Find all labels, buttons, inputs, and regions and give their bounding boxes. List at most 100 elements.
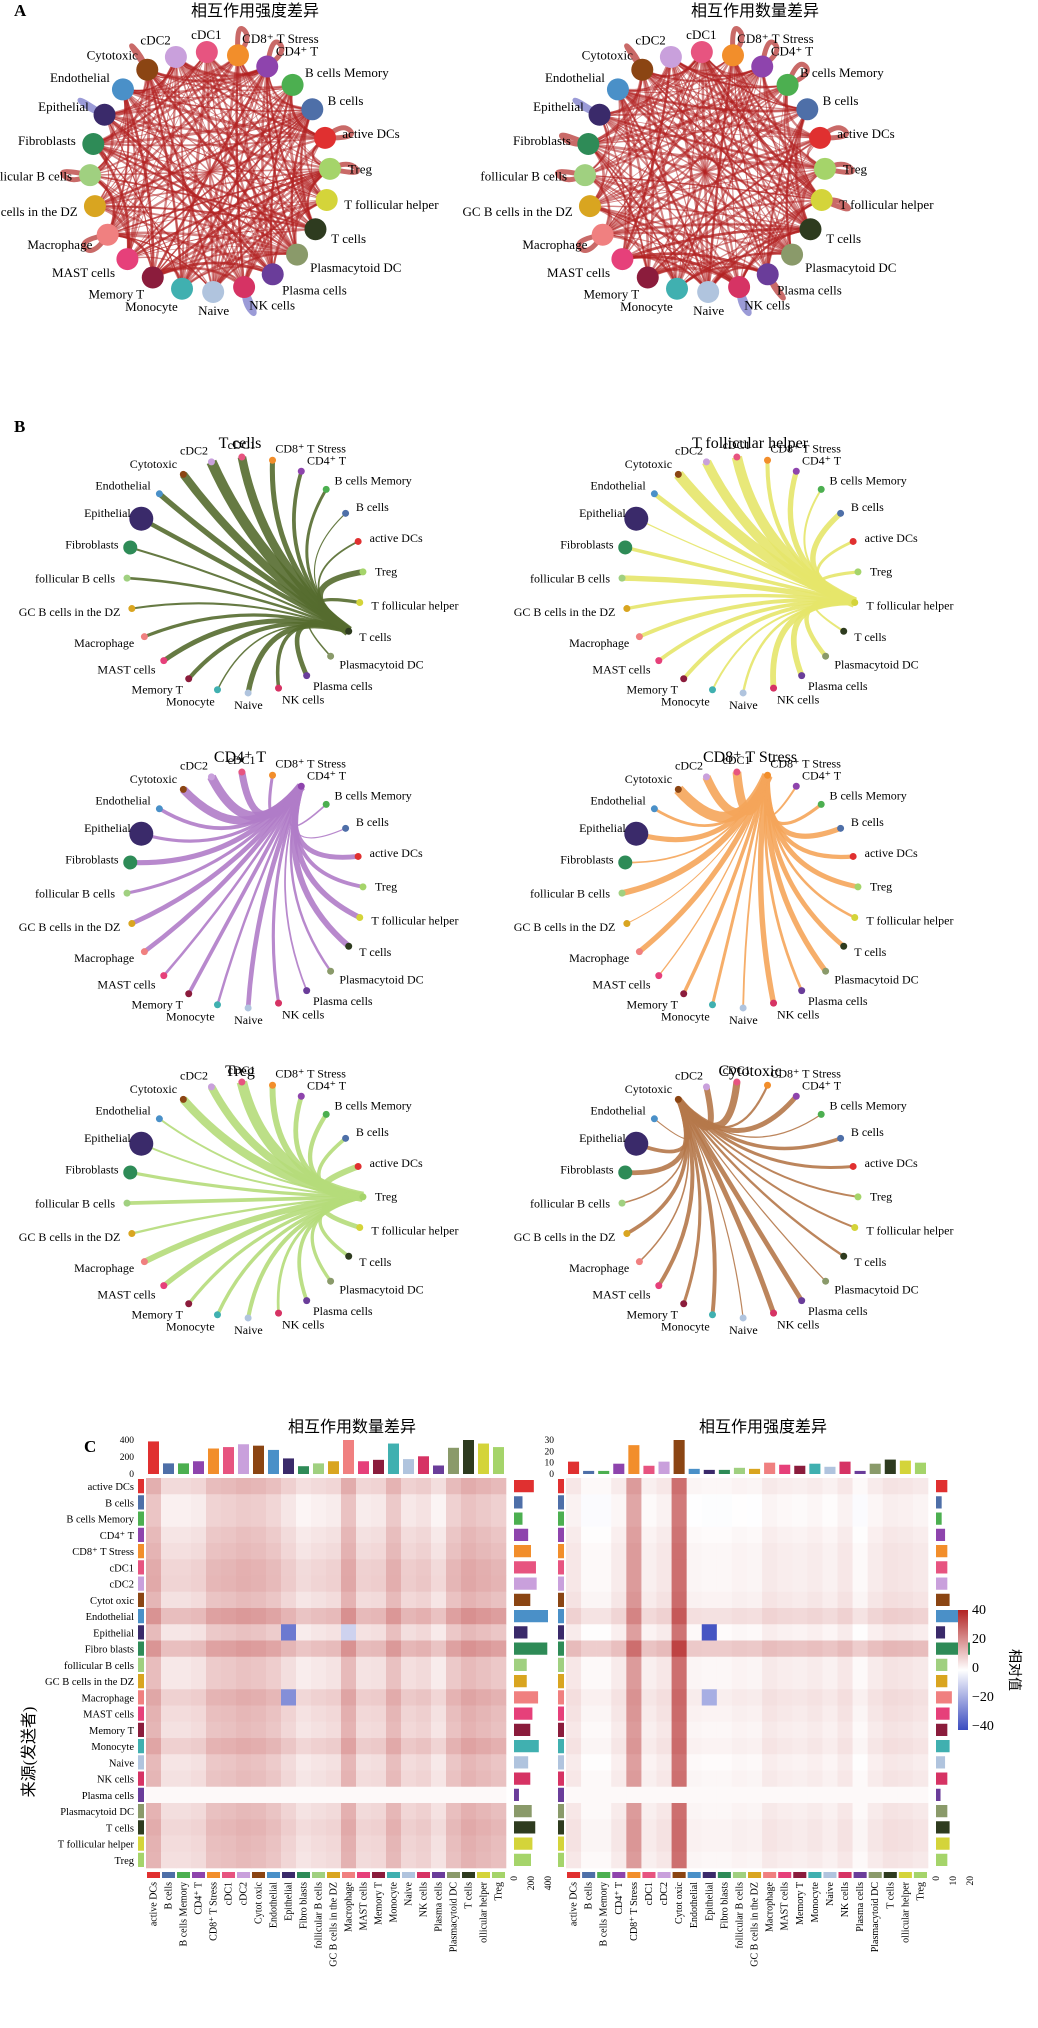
col-color-strip [402, 1872, 415, 1878]
heatmap-cell [326, 1526, 342, 1544]
node-4 [297, 782, 305, 790]
heatmap-cell [446, 1640, 462, 1658]
right-bar [514, 1496, 523, 1509]
right-bar-tick: 0 [932, 1876, 942, 1881]
heatmap-cell [176, 1559, 192, 1576]
heatmap-cell [311, 1640, 327, 1658]
heatmap-cell [747, 1754, 763, 1771]
heatmap-cell [762, 1819, 778, 1836]
heatmap-cell [401, 1673, 417, 1690]
col-label: GC B cells in the DZ [750, 1882, 761, 1967]
node-21 [82, 133, 105, 156]
node-label: B cells Memory [334, 1099, 411, 1113]
heatmap-cell [897, 1656, 914, 1674]
node-label: Macrophage [569, 1261, 629, 1275]
node-14 [739, 1004, 747, 1012]
node-12 [756, 263, 779, 286]
node-label: cDC2 [675, 443, 703, 457]
node-label: B cells [356, 1125, 389, 1139]
heatmap-cell [401, 1510, 417, 1528]
heatmap-cell [626, 1526, 642, 1544]
node-4 [297, 467, 305, 475]
edge [767, 168, 826, 275]
col-color-strip [297, 1872, 310, 1878]
heatmap-cell [626, 1819, 642, 1836]
col-label: Treg [915, 1882, 926, 1901]
heatmap-cell [176, 1770, 192, 1788]
heatmap-cell [251, 1478, 267, 1495]
row-color-strip [138, 1787, 144, 1802]
heatmap-cell [747, 1543, 763, 1560]
heatmap-cell [807, 1770, 823, 1788]
heatmap-cell [371, 1721, 387, 1739]
heatmap-cell [581, 1754, 597, 1771]
heatmap-cell [431, 1559, 447, 1576]
heatmap-cell [281, 1851, 297, 1869]
heatmap-cell [401, 1819, 417, 1836]
heatmap-cell [897, 1786, 914, 1804]
heatmap-cell [446, 1770, 462, 1788]
heatmap-cell [822, 1721, 838, 1739]
heatmap-cell [146, 1754, 162, 1771]
heatmap-cell [161, 1721, 177, 1739]
heatmap-cell [356, 1786, 372, 1804]
heatmap-cell [311, 1689, 327, 1706]
col-label: B cells Memory [599, 1882, 610, 1946]
heatmap-cell [281, 1705, 297, 1723]
node-5 [322, 485, 330, 493]
heatmap-cell [416, 1478, 432, 1495]
heatmap-cell [912, 1478, 929, 1495]
top-bar [764, 1462, 776, 1474]
node-9 [851, 1224, 859, 1232]
col-label: Plasmacytoid DC [449, 1882, 460, 1953]
heatmap-cell [641, 1543, 657, 1560]
right-bar [514, 1772, 531, 1785]
heatmap-cell [266, 1673, 282, 1690]
heatmap-cell [731, 1689, 748, 1706]
heatmap-cell [476, 1819, 492, 1836]
node-10 [345, 1252, 353, 1260]
edge [589, 84, 789, 207]
heatmap-cell [356, 1819, 372, 1836]
heatmap-cell [416, 1819, 432, 1836]
heatmap-cell [431, 1478, 447, 1495]
right-bar [514, 1528, 529, 1541]
top-bar [718, 1469, 730, 1474]
heatmap-cell [491, 1624, 507, 1641]
heatmap-cell [311, 1656, 327, 1674]
row-label: follicular B cells [64, 1661, 134, 1672]
heatmap-cell [491, 1543, 507, 1560]
node-1 [207, 458, 215, 466]
heatmap-cell [822, 1510, 838, 1528]
heatmap-cell [626, 1754, 642, 1771]
right-bar [514, 1626, 528, 1639]
right-bar [936, 1528, 946, 1541]
heatmap-cell [191, 1478, 207, 1495]
heatmap-cell [912, 1673, 929, 1690]
node-19 [578, 195, 601, 218]
node-label: B cells Memory [305, 65, 389, 80]
heatmap-cell [882, 1770, 899, 1788]
heatmap-cell [566, 1819, 582, 1836]
col-label: T cells [464, 1882, 475, 1909]
node-label: CD4⁺ T [771, 44, 813, 59]
heatmap-cell [386, 1510, 402, 1528]
row-label: Epithelial [93, 1628, 134, 1639]
heatmap-cell [626, 1478, 642, 1495]
heatmap-cell [807, 1705, 823, 1723]
edge [122, 65, 268, 94]
heatmap-cell [701, 1819, 718, 1836]
heatmap-cell [296, 1673, 312, 1690]
heatmap-cell [176, 1705, 192, 1723]
heatmap-cell [807, 1640, 823, 1658]
heatmap-cell [762, 1656, 778, 1674]
heatmap-cell [236, 1526, 252, 1544]
self-loop [235, 26, 250, 57]
edge [93, 65, 268, 145]
edge [621, 167, 826, 260]
node-21 [577, 133, 600, 156]
node-22 [624, 821, 649, 846]
heatmap-cell [386, 1559, 402, 1576]
heatmap-cell [206, 1656, 222, 1674]
heatmap-cell [446, 1721, 462, 1739]
